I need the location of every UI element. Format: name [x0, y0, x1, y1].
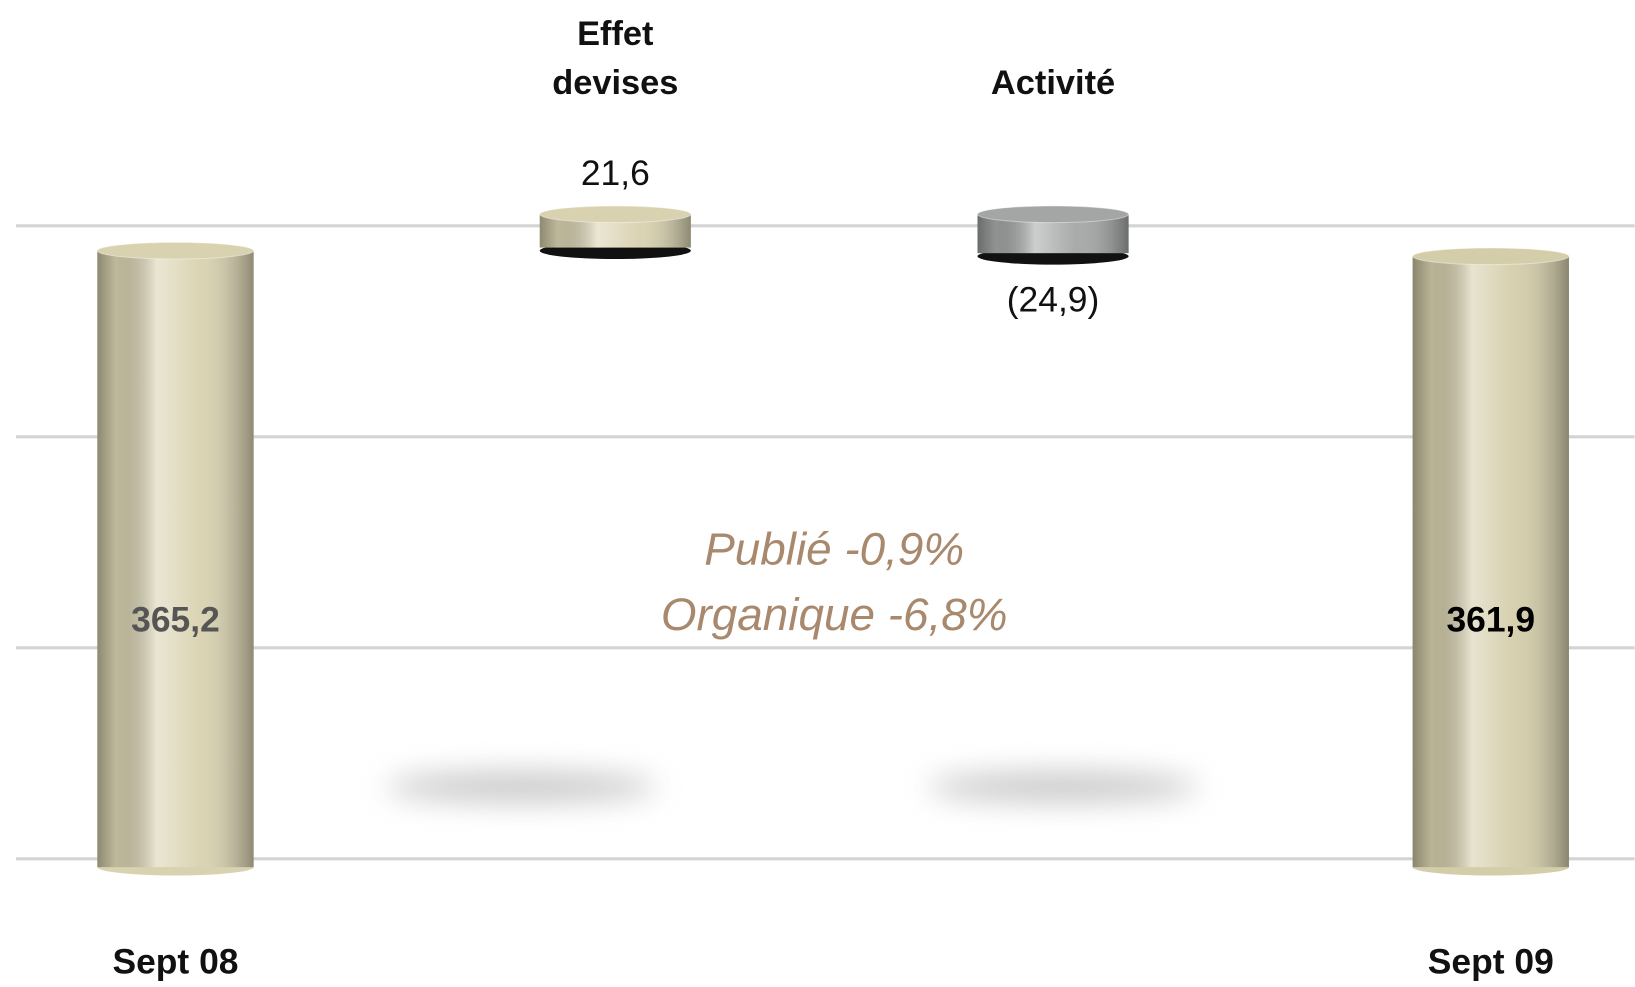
x-tick-label: Sept 08 [112, 941, 238, 981]
bar-shade [97, 250, 254, 868]
marks [96, 205, 1570, 876]
value-label: 21,6 [581, 153, 650, 193]
value-label: 365,2 [131, 600, 220, 640]
x-tick-label-box: Activité [990, 62, 1116, 102]
value-label: (24,9) [1007, 280, 1100, 320]
bar-top [96, 241, 255, 260]
shadow [386, 772, 657, 802]
x-tick-label: Effet devises [552, 13, 679, 102]
annotation: Organique -6,8% [661, 588, 1008, 640]
grid [16, 224, 1635, 861]
x-tick-label: Sept 09 [1428, 941, 1554, 981]
bar-top [1412, 247, 1570, 266]
x-tick-label-box: Effet devises [552, 13, 679, 102]
bar-top [539, 205, 692, 224]
bar-shade [1412, 256, 1569, 868]
bar-top [976, 205, 1130, 224]
shadow [927, 772, 1199, 802]
value-label: 361,9 [1446, 600, 1535, 640]
annotation: Publié -0,9% [704, 522, 964, 574]
x-tick-label: Activité [990, 62, 1116, 102]
